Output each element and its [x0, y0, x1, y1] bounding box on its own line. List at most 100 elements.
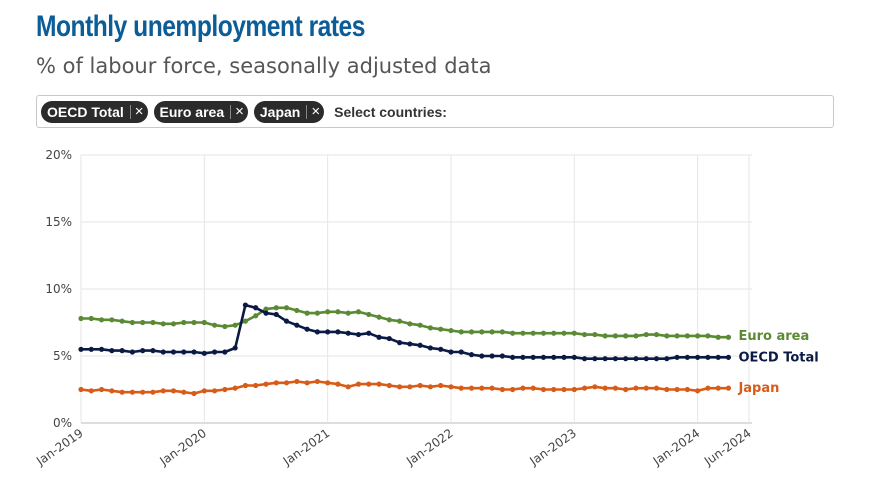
chip-divider: [230, 104, 232, 119]
data-point: [140, 348, 146, 354]
data-point: [129, 319, 135, 326]
data-point: [263, 381, 269, 387]
data-point: [633, 356, 639, 362]
x-tick-label: Jan-2022: [403, 426, 456, 469]
data-point: [150, 348, 156, 354]
data-point: [345, 330, 351, 336]
data-point: [160, 349, 166, 355]
data-point: [242, 318, 249, 324]
data-point: [263, 310, 269, 316]
data-point: [623, 333, 629, 339]
data-point: [602, 385, 608, 391]
data-point: [88, 388, 94, 394]
chip-label: Japan: [259, 103, 301, 120]
data-point: [705, 333, 711, 339]
data-point: [571, 386, 577, 393]
series-line-euro-area: [81, 306, 729, 339]
chip-japan[interactable]: Japan ×: [253, 100, 325, 123]
data-point: [201, 319, 207, 326]
data-point: [98, 386, 105, 393]
data-point: [376, 334, 382, 340]
chip-euro-area[interactable]: Euro area ×: [153, 100, 248, 123]
data-point: [705, 385, 711, 391]
data-point: [294, 378, 300, 385]
data-point: [201, 350, 207, 356]
data-point: [150, 389, 156, 395]
data-point: [581, 385, 588, 391]
chip-oecd-total[interactable]: OECD Total ×: [41, 100, 148, 123]
data-point: [643, 385, 649, 391]
data-point: [417, 342, 423, 348]
data-point: [530, 354, 536, 360]
remove-icon[interactable]: ×: [134, 103, 144, 120]
data-point: [191, 319, 197, 326]
data-point: [653, 331, 660, 338]
data-point: [325, 329, 331, 335]
data-point: [571, 354, 577, 360]
data-point: [119, 318, 125, 324]
data-point: [551, 386, 557, 393]
data-point: [674, 386, 680, 393]
remove-icon[interactable]: ×: [311, 103, 321, 120]
data-point: [427, 325, 434, 331]
data-point: [78, 386, 84, 393]
data-point: [499, 329, 505, 335]
data-point: [170, 349, 177, 355]
data-point: [602, 356, 608, 362]
series-label: OECD Total: [738, 350, 818, 365]
data-point: [479, 329, 485, 335]
data-point: [273, 380, 279, 386]
x-tick-label: Jun-2024: [701, 426, 754, 469]
y-tick-label: 20%: [45, 148, 72, 162]
data-point: [109, 317, 115, 323]
data-point: [458, 329, 464, 335]
data-point: [304, 326, 310, 332]
chip-label: OECD Total: [47, 103, 124, 120]
data-point: [664, 356, 670, 362]
data-point: [623, 356, 629, 362]
chip-divider: [129, 104, 131, 119]
x-tick-label: Jan-2020: [156, 426, 209, 469]
y-tick-label: 15%: [45, 215, 72, 229]
data-point: [160, 388, 166, 394]
data-point: [376, 381, 382, 387]
data-point: [396, 340, 403, 346]
data-point: [355, 309, 362, 315]
data-point: [489, 329, 495, 335]
data-point: [335, 309, 341, 315]
data-point: [633, 385, 639, 391]
data-point: [181, 389, 187, 395]
data-point: [458, 349, 464, 355]
data-point: [283, 318, 290, 324]
remove-icon[interactable]: ×: [235, 103, 244, 120]
data-point: [366, 311, 372, 318]
data-point: [674, 333, 680, 339]
data-point: [499, 353, 505, 359]
data-point: [119, 389, 125, 395]
data-point: [725, 334, 732, 340]
data-point: [253, 305, 259, 311]
data-point: [581, 356, 588, 362]
data-point: [664, 333, 670, 339]
data-point: [684, 333, 690, 339]
x-tick-label: Jan-2023: [526, 426, 579, 469]
data-point: [119, 348, 125, 354]
select-countries-placeholder: Select countries:: [334, 103, 447, 120]
data-point: [623, 386, 629, 393]
data-point: [705, 354, 711, 360]
data-point: [345, 310, 351, 316]
data-point: [88, 315, 94, 322]
country-selector[interactable]: OECD Total × Euro area × Japan × Select …: [36, 95, 834, 128]
data-point: [283, 305, 290, 311]
series-label: Japan: [737, 381, 779, 396]
data-point: [304, 380, 310, 386]
data-point: [561, 354, 567, 360]
data-point: [98, 346, 105, 352]
data-point: [314, 329, 320, 335]
data-point: [427, 384, 434, 390]
data-point: [386, 317, 392, 323]
data-point: [540, 386, 547, 393]
x-tick-label: Jan-2021: [280, 426, 333, 469]
country-search-input[interactable]: [477, 100, 829, 123]
data-point: [551, 354, 557, 360]
